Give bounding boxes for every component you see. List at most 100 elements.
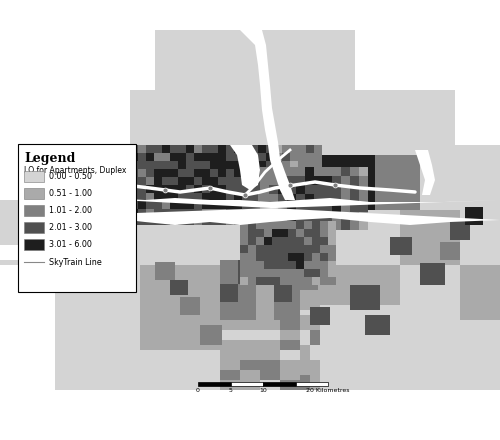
- Bar: [258, 201, 266, 209]
- Bar: [428, 350, 446, 370]
- Bar: [332, 167, 341, 176]
- Bar: [356, 330, 374, 350]
- Bar: [274, 260, 292, 266]
- Bar: [274, 201, 282, 209]
- Bar: [140, 380, 152, 390]
- Text: 20 Kilometres: 20 Kilometres: [306, 388, 350, 393]
- Bar: [350, 185, 359, 194]
- Bar: [200, 290, 215, 300]
- Bar: [480, 210, 500, 220]
- Bar: [266, 169, 274, 177]
- Bar: [240, 350, 260, 360]
- Bar: [446, 350, 464, 370]
- Bar: [24, 188, 44, 199]
- Polygon shape: [0, 185, 70, 265]
- Bar: [272, 277, 280, 285]
- Bar: [154, 201, 162, 209]
- Bar: [80, 282, 90, 300]
- Bar: [280, 320, 300, 330]
- Bar: [460, 268, 480, 280]
- Bar: [446, 370, 464, 390]
- Bar: [323, 176, 332, 185]
- Bar: [400, 265, 460, 320]
- Bar: [162, 201, 170, 209]
- Bar: [360, 330, 370, 345]
- Bar: [55, 265, 140, 310]
- Bar: [282, 209, 290, 217]
- Bar: [272, 245, 280, 253]
- Bar: [55, 360, 140, 390]
- Bar: [380, 330, 390, 345]
- Bar: [428, 310, 446, 330]
- Bar: [310, 307, 330, 325]
- Bar: [304, 269, 312, 277]
- Bar: [152, 380, 164, 390]
- Bar: [100, 318, 110, 336]
- Bar: [365, 315, 390, 335]
- Bar: [194, 201, 202, 209]
- Text: 10: 10: [259, 388, 267, 393]
- Bar: [0, 0, 500, 30]
- Bar: [370, 345, 380, 360]
- Bar: [162, 193, 170, 201]
- Bar: [314, 167, 323, 176]
- Bar: [155, 290, 170, 300]
- Bar: [296, 277, 304, 285]
- Bar: [60, 354, 70, 372]
- Bar: [266, 145, 274, 153]
- Bar: [170, 270, 185, 280]
- Bar: [258, 217, 266, 225]
- Bar: [372, 270, 380, 290]
- Bar: [256, 302, 274, 320]
- Bar: [256, 266, 274, 284]
- Bar: [280, 261, 288, 269]
- Bar: [110, 300, 120, 318]
- Bar: [380, 290, 500, 390]
- Bar: [146, 217, 154, 225]
- Bar: [304, 237, 312, 245]
- Bar: [287, 167, 296, 176]
- Bar: [320, 310, 338, 330]
- Bar: [226, 161, 234, 169]
- Bar: [298, 193, 306, 201]
- Bar: [138, 217, 146, 225]
- Bar: [296, 269, 304, 277]
- Bar: [314, 221, 323, 230]
- Bar: [258, 177, 266, 185]
- Bar: [110, 318, 120, 336]
- Bar: [410, 350, 428, 370]
- Bar: [306, 185, 314, 193]
- Bar: [240, 320, 260, 330]
- Bar: [330, 360, 340, 375]
- Bar: [218, 161, 226, 169]
- Bar: [240, 221, 248, 229]
- Bar: [170, 280, 188, 295]
- Bar: [280, 380, 300, 390]
- Bar: [100, 300, 110, 318]
- Bar: [100, 282, 110, 300]
- Bar: [266, 185, 274, 193]
- Bar: [170, 209, 178, 217]
- Bar: [154, 153, 162, 161]
- Bar: [178, 153, 186, 161]
- Bar: [70, 318, 80, 336]
- Bar: [464, 290, 482, 310]
- Bar: [138, 169, 146, 177]
- Bar: [240, 380, 260, 390]
- Bar: [320, 245, 328, 253]
- Bar: [220, 370, 240, 380]
- Bar: [280, 370, 300, 380]
- Bar: [200, 265, 300, 310]
- Bar: [280, 330, 300, 340]
- Bar: [314, 145, 322, 153]
- Bar: [304, 229, 312, 237]
- Bar: [274, 217, 282, 225]
- Bar: [296, 194, 305, 203]
- Bar: [178, 145, 186, 153]
- Bar: [140, 310, 220, 350]
- Bar: [350, 360, 360, 375]
- Bar: [298, 209, 306, 217]
- Bar: [272, 253, 280, 261]
- Bar: [170, 217, 178, 225]
- Bar: [138, 201, 146, 209]
